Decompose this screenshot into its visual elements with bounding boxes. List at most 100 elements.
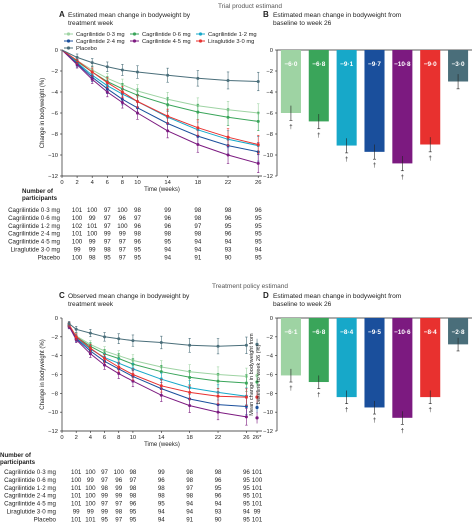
x-tick-label: 26	[255, 180, 261, 186]
panel-letter: B	[263, 10, 269, 19]
section-title-top: Trial product estimand	[218, 3, 282, 10]
participants-group: Cagrilintide 0·6 mg	[8, 215, 60, 222]
participants-group: Cagrilintide 0·6 mg	[4, 477, 56, 484]
legend-entry: Cagrilintide 0·3 mg	[76, 32, 125, 38]
panel-letter: D	[263, 291, 269, 300]
participants-count: 96	[225, 215, 232, 222]
data-point	[256, 161, 260, 165]
participants-count: 94	[194, 239, 201, 246]
data-point	[135, 111, 139, 115]
series-line	[68, 326, 247, 418]
participants-count: 98	[134, 207, 141, 214]
significance-marker: †	[345, 157, 348, 163]
legend-entry: Cagrilintide 1·2 mg	[208, 32, 257, 38]
series-line	[68, 325, 247, 384]
y-tick-label: −2	[51, 335, 58, 341]
x-tick-label: 10	[134, 180, 140, 186]
series-line	[61, 49, 259, 145]
participants-count: 96	[129, 501, 136, 508]
bar-value-label: −6·8	[312, 61, 325, 68]
bar	[280, 318, 301, 376]
participants-group: Placebo	[38, 254, 61, 261]
participants-count: 95	[255, 254, 262, 261]
significance-marker: †	[373, 418, 376, 424]
participants-count: 96	[119, 215, 126, 222]
participants-count: 99	[73, 509, 80, 516]
participants-count: 97	[104, 215, 111, 222]
panel-title: Estimated mean change in bodyweight by	[68, 12, 191, 19]
data-point	[105, 65, 109, 69]
participants-count: 98	[101, 485, 108, 492]
participants-group: Cagrilintide 4·5 mg	[8, 239, 60, 246]
y-tick-label: −10	[263, 153, 273, 159]
participants-count: 94	[186, 501, 193, 508]
participants-count: 95	[255, 231, 262, 238]
participants-count: 101	[252, 469, 263, 476]
participants-count: 94	[225, 239, 232, 246]
y-axis-label: Mean change in bodyweight from	[249, 333, 255, 416]
participants-count: 101	[252, 485, 263, 492]
participants-group: Cagrilintide 0·3 mg	[4, 469, 56, 476]
participants-count: 98	[215, 469, 222, 476]
x-tick-label: 26*	[253, 435, 262, 441]
bar-value-label: −6·1	[284, 329, 297, 336]
y-axis-label: Change in bodyweight (%)	[40, 78, 46, 148]
participants-count: 101	[87, 223, 98, 230]
series-line	[61, 49, 259, 147]
legend-marker	[66, 39, 71, 43]
participants-count: 94	[164, 254, 171, 261]
bar-value-label: −9·0	[424, 61, 437, 68]
data-point	[90, 61, 94, 65]
panel-title: treatment week	[68, 301, 114, 308]
participants-count: 95	[243, 501, 250, 508]
bar	[308, 50, 329, 122]
participants-count: 96	[164, 215, 171, 222]
x-tick-label: 8	[117, 435, 120, 441]
data-point	[244, 395, 248, 399]
data-point	[244, 381, 248, 385]
participants-header: Number of	[22, 188, 54, 195]
legend-entry: Placebo	[76, 46, 97, 52]
x-tick-label: 10	[130, 435, 136, 441]
y-tick-label: −6	[51, 111, 58, 117]
bar	[392, 50, 413, 164]
participants-count: 98	[129, 493, 136, 500]
participants-count: 97	[101, 469, 108, 476]
data-point	[196, 76, 200, 80]
data-point	[216, 410, 220, 414]
legend-entry: Cagrilintide 0·6 mg	[142, 32, 191, 38]
x-tick-label: 0	[60, 435, 63, 441]
x-tick-label: 26	[243, 435, 249, 441]
participants-count: 100	[114, 469, 125, 476]
participants-count: 102	[72, 223, 83, 230]
participants-count: 99	[89, 239, 96, 246]
data-point	[196, 110, 200, 114]
endpoint-point	[255, 342, 259, 346]
participants-count: 96	[134, 223, 141, 230]
participants-count: 97	[104, 223, 111, 230]
y-tick-label: 0	[270, 48, 273, 54]
participants-count: 97	[134, 215, 141, 222]
y-tick-label: −10	[48, 153, 58, 159]
panel-letter: C	[59, 291, 65, 300]
participants-count: 95	[134, 254, 141, 261]
data-point	[166, 114, 170, 118]
data-point	[67, 322, 71, 326]
bar	[364, 318, 385, 408]
bar	[336, 318, 357, 398]
participants-count: 95	[104, 254, 111, 261]
legend-marker	[198, 32, 203, 36]
data-point	[226, 115, 230, 119]
y-tick-label: −10	[263, 410, 273, 416]
y-axis-label: baseline to week 26 (%)	[256, 345, 262, 405]
participants-group: Cagrilintide 1·2 mg	[4, 485, 56, 492]
participants-count: 99	[101, 509, 108, 516]
data-point	[88, 331, 92, 335]
participants-count: 97	[101, 501, 108, 508]
y-tick-label: −4	[266, 90, 273, 96]
significance-marker: †	[401, 428, 404, 434]
y-tick-label: −10	[48, 410, 58, 416]
participants-header: participants	[22, 195, 58, 202]
participants-count: 98	[158, 485, 165, 492]
participants-count: 100	[85, 493, 96, 500]
